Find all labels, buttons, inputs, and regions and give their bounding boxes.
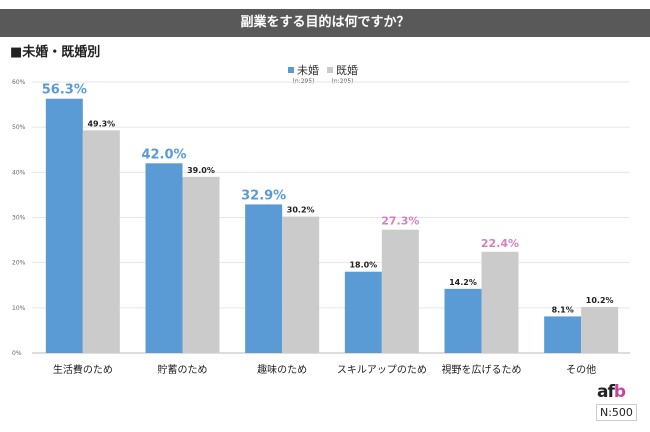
bar-single <box>544 316 582 353</box>
y-tick-label: 40% <box>12 169 26 176</box>
data-label-single: 8.1% <box>552 305 574 314</box>
chart-subtitle: ■未婚・既婚別 <box>10 45 101 60</box>
bar-married <box>481 251 519 353</box>
data-label-single: 42.0% <box>141 147 186 162</box>
y-tick-label: 50% <box>12 124 26 131</box>
y-tick-label: 60% <box>12 79 26 86</box>
data-label-married: 27.3% <box>381 215 419 228</box>
bar-single <box>145 163 183 353</box>
legend-swatch-single <box>288 67 294 73</box>
bar-married <box>182 176 220 353</box>
legend-swatch-married <box>327 67 333 73</box>
chart-title: 副業をする目的は何ですか？ <box>0 9 650 37</box>
bar-married <box>282 216 320 353</box>
data-label-married: 49.3% <box>87 119 115 128</box>
y-tick-label: 10% <box>12 305 26 312</box>
bar-single <box>344 271 382 353</box>
bar-married <box>581 306 619 353</box>
x-tick-label: 貯蓄のため <box>158 364 208 376</box>
data-label-married: 10.2% <box>586 296 614 305</box>
bar-single <box>444 288 482 353</box>
bar-married <box>82 130 120 353</box>
data-label-single: 14.2% <box>449 278 477 287</box>
y-tick-label: 30% <box>12 215 26 222</box>
afb-logo: afb <box>597 382 626 402</box>
legend-label: 既婚 <box>336 64 358 77</box>
data-label-single: 32.9% <box>241 188 286 203</box>
data-label-married: 22.4% <box>481 237 519 250</box>
bar-single <box>45 98 83 353</box>
data-label-married: 30.2% <box>287 206 315 215</box>
y-tick-label: 0% <box>12 350 22 357</box>
x-tick-label: 生活費のため <box>53 363 113 376</box>
y-tick-label: 20% <box>12 260 26 267</box>
data-label-married: 39.0% <box>187 166 215 175</box>
bar-single <box>245 204 283 353</box>
bar-married <box>381 229 419 353</box>
sample-size-badge: N:500 <box>596 404 637 421</box>
x-tick-label: 趣味のため <box>257 363 307 376</box>
data-label-single: 56.3% <box>42 83 87 98</box>
x-tick-label: 視野を広げるため <box>442 363 522 376</box>
legend-label: 未婚 <box>297 64 319 77</box>
x-tick-label: その他 <box>566 363 596 376</box>
x-tick-label: スキルアップのため <box>337 364 427 376</box>
data-label-single: 18.0% <box>349 261 377 270</box>
